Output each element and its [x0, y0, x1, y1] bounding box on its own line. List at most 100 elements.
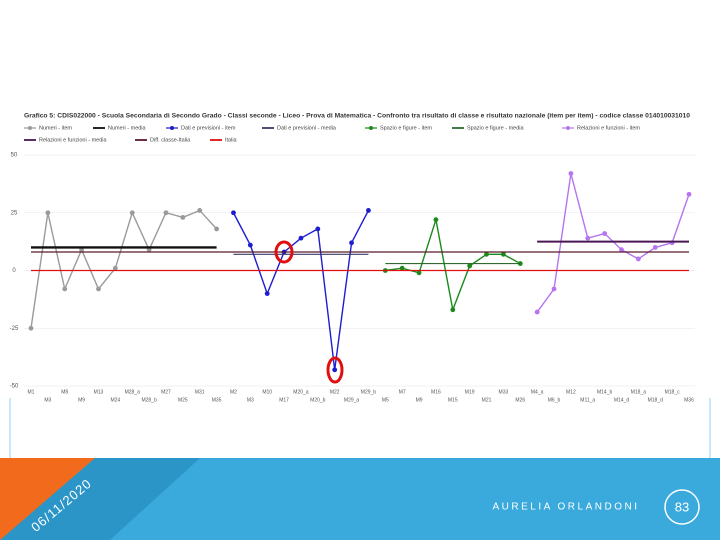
footer-accent — [0, 458, 95, 540]
x-tick-label: M10 — [262, 389, 272, 395]
legend-label: Relazioni e funzioni - item — [577, 125, 640, 131]
data-point — [484, 251, 489, 257]
x-tick-label: M25 — [178, 397, 188, 403]
x-tick-label: M28_b — [141, 397, 157, 403]
x-tick-label: M14_b — [597, 389, 613, 395]
legend-label: Numeri - media — [108, 125, 147, 131]
data-point — [399, 265, 405, 271]
x-tick-label: M16 — [431, 389, 441, 395]
x-tick-label: M13 — [94, 389, 104, 395]
legend-label: Spazio e figure - item — [380, 125, 432, 131]
x-tick-label: M17 — [279, 397, 289, 403]
x-tick-label: M31 — [195, 389, 205, 395]
data-point — [517, 261, 523, 266]
data-point — [635, 256, 641, 262]
x-tick-label: M18_a — [631, 389, 647, 395]
data-point — [264, 291, 270, 296]
x-tick-label: M36 — [684, 397, 694, 403]
x-tick-label: M24 — [110, 397, 120, 403]
x-tick-label: M26 — [515, 397, 525, 403]
legend-label: Dati e previsioni - item — [181, 125, 236, 131]
x-tick-label: M9 — [78, 397, 85, 403]
data-point — [534, 309, 540, 315]
data-point — [163, 210, 169, 216]
y-tick-label: -50 — [10, 384, 19, 390]
x-tick-label: M5 — [382, 397, 389, 403]
x-tick-label: M35 — [212, 397, 222, 403]
legend-marker — [369, 126, 373, 130]
y-tick-label: 0 — [12, 268, 16, 274]
legend-marker — [28, 126, 32, 130]
data-point — [619, 247, 624, 253]
legend-label: Italia — [225, 137, 238, 143]
x-tick-label: M22 — [330, 389, 340, 395]
data-point — [602, 231, 608, 236]
x-tick-label: M18_c — [665, 389, 681, 395]
x-tick-label: M27 — [161, 389, 171, 395]
data-point — [112, 265, 118, 271]
data-point — [501, 251, 506, 257]
y-tick-label: 25 — [11, 210, 18, 216]
data-point — [129, 210, 135, 216]
data-point — [652, 245, 658, 250]
x-tick-label: M14_d — [614, 397, 630, 403]
x-tick-label: M20_b — [310, 397, 326, 403]
data-point — [62, 286, 68, 292]
x-tick-label: M3 — [247, 397, 254, 403]
data-point — [214, 226, 219, 232]
slide-author: AURELIA ORLANDONI — [493, 502, 640, 513]
data-point — [96, 286, 101, 292]
data-point — [416, 270, 422, 276]
data-point — [585, 235, 591, 241]
data-point — [45, 210, 51, 216]
x-tick-label: M28_a — [125, 389, 141, 395]
series-line — [30, 209, 218, 329]
x-tick-label: M12 — [566, 389, 576, 395]
data-point — [315, 226, 321, 232]
data-point — [568, 171, 574, 176]
x-tick-label: M1 — [28, 389, 35, 395]
data-point — [332, 367, 338, 373]
y-tick-label: -25 — [10, 326, 19, 332]
data-point — [349, 240, 354, 246]
x-tick-label: M18_d — [648, 397, 664, 403]
data-point — [450, 307, 456, 313]
x-tick-label: M20_a — [293, 389, 309, 395]
x-tick-label: M3 — [44, 397, 51, 403]
x-tick-label: M29_a — [344, 397, 360, 403]
legend-label: Numeri - item — [39, 125, 72, 131]
legend-marker — [170, 126, 174, 130]
x-tick-label: M9 — [416, 397, 423, 403]
y-tick-label: 50 — [11, 153, 18, 159]
x-tick-label: M7 — [399, 389, 406, 395]
page-number: 83 — [675, 499, 689, 514]
legend-label: Spazio e figure - media — [467, 125, 524, 131]
x-tick-label: M33 — [499, 389, 509, 395]
chart-title: Grafico 5: CDIS022000 - Scuola Secondari… — [24, 113, 690, 120]
data-point — [180, 214, 186, 220]
data-point — [366, 208, 371, 213]
data-point — [298, 235, 304, 241]
data-point — [686, 191, 692, 197]
x-tick-label: M15 — [448, 397, 458, 403]
chart: Grafico 5: CDIS022000 - Scuola Secondari… — [10, 113, 695, 403]
data-point — [231, 210, 236, 216]
highlight-ring — [326, 356, 344, 384]
x-tick-label: M21 — [482, 397, 492, 403]
legend-marker — [566, 126, 570, 130]
data-point — [247, 242, 253, 248]
legend-label: Dati e previsioni - media — [277, 125, 337, 131]
data-point — [197, 208, 203, 213]
data-point — [467, 263, 473, 269]
page-badge — [664, 489, 700, 525]
x-tick-label: M6_b — [548, 397, 561, 403]
data-point — [551, 286, 557, 292]
legend-label: Relazioni e funzioni - media — [39, 137, 108, 143]
x-tick-label: M2 — [230, 389, 237, 395]
x-tick-label: M8 — [61, 389, 68, 395]
x-tick-label: M4_a — [531, 389, 544, 395]
x-tick-label: M19 — [465, 389, 475, 395]
x-tick-label: M11_a — [580, 397, 595, 403]
highlight-ring — [274, 240, 294, 264]
